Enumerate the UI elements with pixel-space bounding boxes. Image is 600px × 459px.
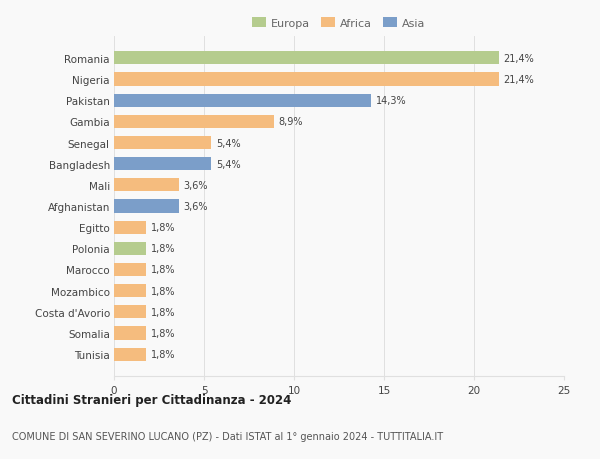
Bar	[114, 73, 499, 86]
Bar	[114, 327, 146, 340]
Bar	[114, 285, 146, 297]
Text: 3,6%: 3,6%	[184, 180, 208, 190]
Bar	[114, 200, 179, 213]
Text: COMUNE DI SAN SEVERINO LUCANO (PZ) - Dati ISTAT al 1° gennaio 2024 - TUTTITALIA.: COMUNE DI SAN SEVERINO LUCANO (PZ) - Dat…	[12, 431, 443, 441]
Text: 3,6%: 3,6%	[184, 202, 208, 212]
Text: 21,4%: 21,4%	[504, 54, 535, 64]
Text: 1,8%: 1,8%	[151, 349, 175, 359]
Text: 5,4%: 5,4%	[216, 138, 241, 148]
Text: 1,8%: 1,8%	[151, 328, 175, 338]
Text: 21,4%: 21,4%	[504, 75, 535, 85]
Bar	[114, 158, 211, 171]
Legend: Europa, Africa, Asia: Europa, Africa, Asia	[249, 15, 429, 33]
Bar	[114, 116, 274, 129]
Text: 5,4%: 5,4%	[216, 159, 241, 169]
Text: 8,9%: 8,9%	[279, 117, 303, 127]
Bar	[114, 263, 146, 276]
Bar	[114, 137, 211, 150]
Bar	[114, 348, 146, 361]
Text: 1,8%: 1,8%	[151, 307, 175, 317]
Text: 14,3%: 14,3%	[376, 96, 407, 106]
Bar	[114, 95, 371, 107]
Bar	[114, 242, 146, 255]
Text: Cittadini Stranieri per Cittadinanza - 2024: Cittadini Stranieri per Cittadinanza - 2…	[12, 393, 292, 406]
Bar	[114, 306, 146, 319]
Text: 1,8%: 1,8%	[151, 244, 175, 254]
Bar	[114, 52, 499, 65]
Bar	[114, 179, 179, 192]
Text: 1,8%: 1,8%	[151, 286, 175, 296]
Bar	[114, 221, 146, 234]
Text: 1,8%: 1,8%	[151, 223, 175, 233]
Text: 1,8%: 1,8%	[151, 265, 175, 275]
